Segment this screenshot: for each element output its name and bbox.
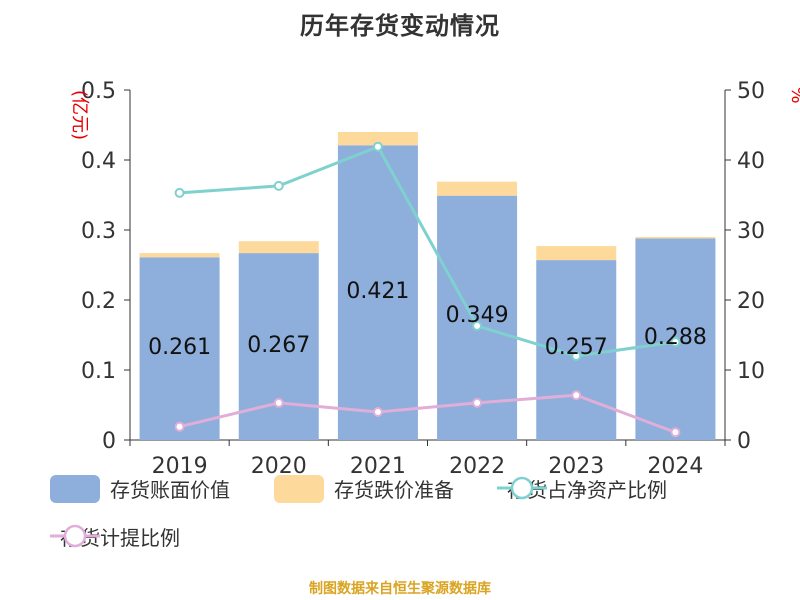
provision-ratio-point: [571, 390, 582, 401]
legend-item[interactable]: 存货计提比例: [50, 522, 180, 551]
provision-ratio-point: [372, 407, 383, 417]
left-tick-label: 0.1: [81, 359, 116, 384]
bar-book-value: [139, 257, 220, 440]
x-tick-label: 2023: [548, 454, 604, 479]
chart-title: 历年存货变动情况: [300, 12, 500, 40]
left-axis-unit: (亿元): [69, 90, 90, 140]
provision-ratio-point: [670, 427, 681, 438]
bar-reserve: [238, 241, 319, 254]
legend-label: 存货账面价值: [110, 478, 230, 502]
legend-bar-swatch-icon: [50, 474, 100, 503]
x-tick-label: 2024: [647, 454, 703, 479]
net-asset-ratio-point: [372, 141, 383, 152]
provision-ratio-point: [174, 421, 185, 432]
bar-value-label: 0.421: [346, 279, 409, 304]
left-tick-label: 0.4: [81, 149, 116, 174]
bar-reserve: [635, 237, 716, 239]
legend-item[interactable]: 存货账面价值: [50, 474, 230, 503]
right-tick-label: 0: [737, 429, 751, 454]
net-asset-ratio-point: [273, 180, 284, 191]
right-tick-label: 30: [737, 219, 765, 244]
legend-bar-swatch-icon: [274, 474, 324, 503]
left-tick-label: 0: [102, 429, 116, 454]
source-footer: 制图数据来自恒生聚源数据库: [309, 581, 491, 597]
bar-book-value: [536, 260, 617, 440]
bar-reserve: [437, 181, 518, 196]
left-tick-label: 0.5: [81, 79, 116, 104]
provision-ratio-point: [273, 397, 284, 408]
legend-label: 存货占净资产比例: [507, 478, 667, 502]
net-asset-ratio-point: [472, 320, 483, 331]
right-tick-label: 10: [737, 359, 765, 384]
provision-ratio-line: [179, 393, 676, 434]
x-tick-label: 2022: [449, 454, 505, 479]
right-tick-label: 50: [737, 79, 765, 104]
net-asset-ratio-point: [174, 187, 185, 198]
left-tick-label: 0.3: [81, 219, 116, 244]
bar-value-label: 0.267: [247, 333, 310, 358]
right-tick-label: 40: [737, 149, 765, 174]
bar-reserve: [139, 253, 220, 258]
x-tick-label: 2019: [152, 454, 208, 479]
bar-reserve: [536, 246, 617, 261]
right-axis-unit: %: [787, 86, 800, 103]
bar-reserve: [337, 132, 418, 146]
left-tick-label: 0.2: [81, 289, 116, 314]
x-tick-label: 2021: [350, 454, 406, 479]
net-asset-ratio-point: [670, 337, 681, 347]
legend-label: 存货跌价准备: [334, 478, 454, 502]
right-tick-label: 20: [737, 289, 765, 314]
net-asset-ratio-point: [571, 351, 582, 361]
legend-item[interactable]: 存货占净资产比例: [497, 474, 667, 503]
legend-item[interactable]: 存货跌价准备: [274, 474, 454, 503]
bar-value-label: 0.349: [446, 303, 509, 328]
provision-ratio-point: [472, 397, 483, 408]
bar-value-label: 0.288: [644, 325, 707, 350]
net-asset-ratio-line: [179, 144, 676, 358]
bar-value-label: 0.257: [545, 335, 608, 360]
bar-value-label: 0.261: [148, 335, 211, 360]
